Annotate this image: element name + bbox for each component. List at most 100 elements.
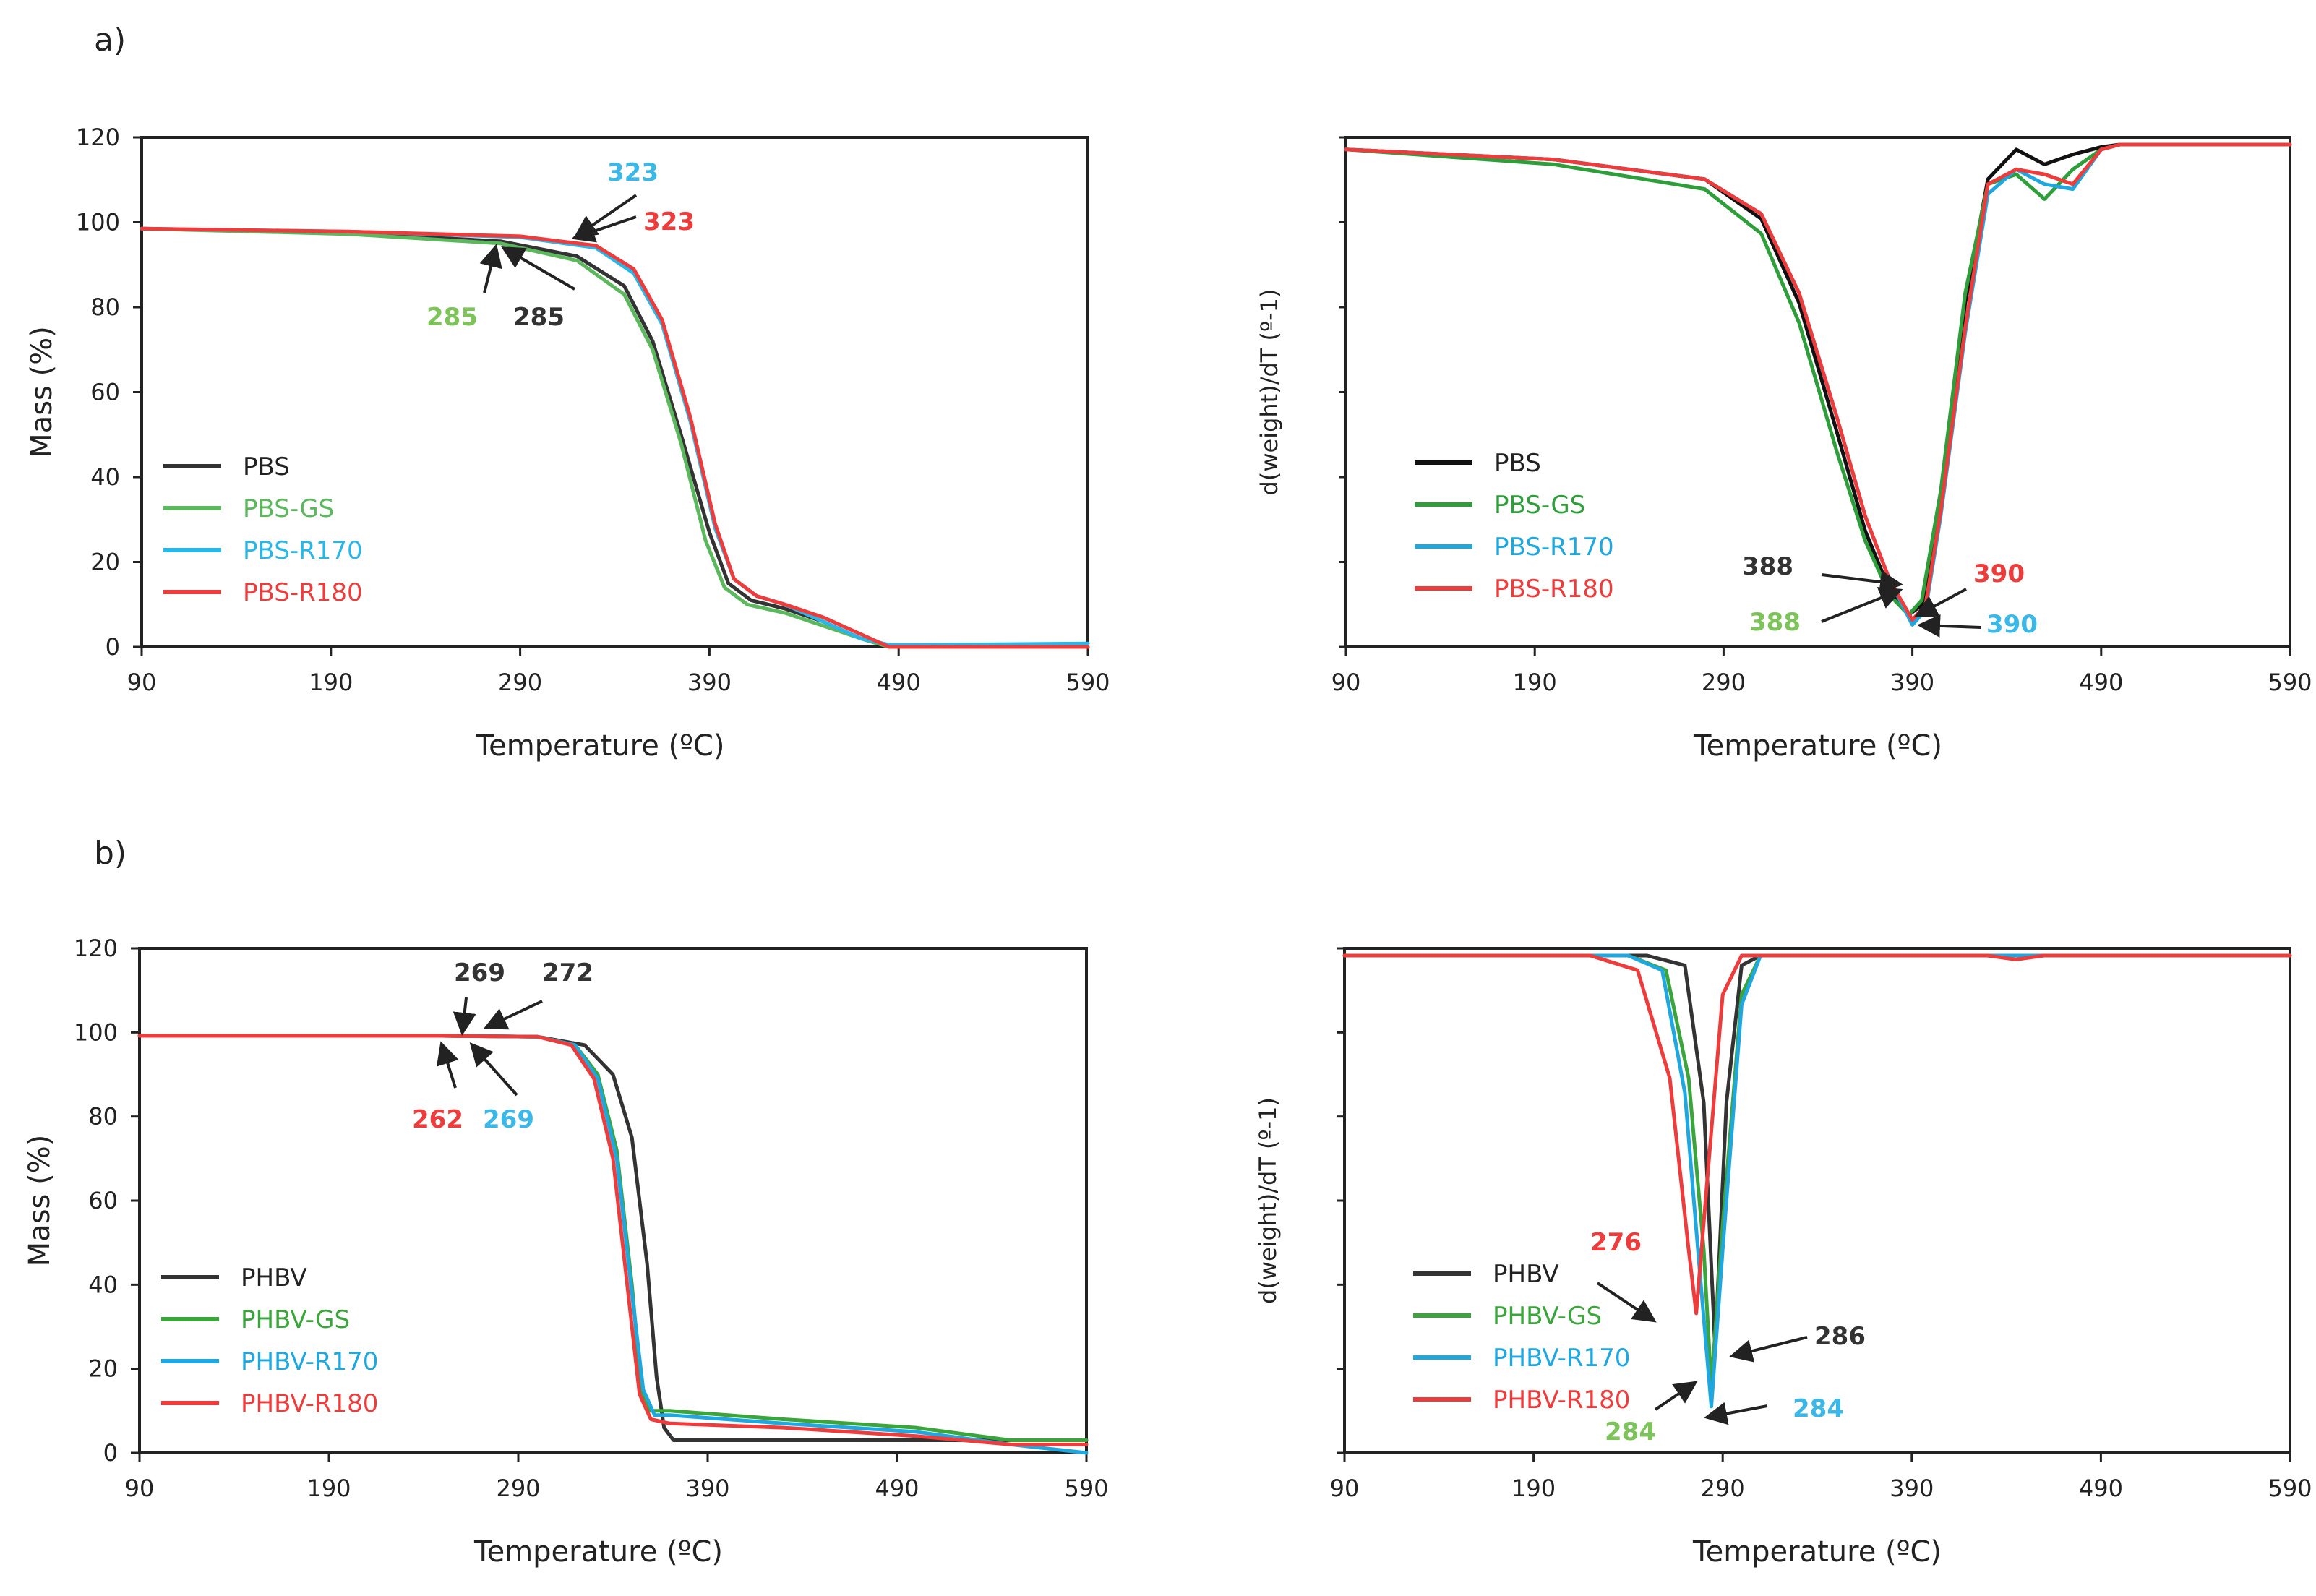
panel-label-a: a) xyxy=(94,22,126,59)
annotation-arrow xyxy=(436,1041,459,1089)
y-tick-label: 60 xyxy=(90,379,120,406)
annotation-label: 269 xyxy=(483,1105,534,1134)
y-tick-label: 40 xyxy=(90,463,120,491)
legend-entry: PHBV xyxy=(1493,1260,1559,1289)
annotation-arrow xyxy=(1654,1381,1698,1411)
x-axis-label: Temperature (ºC) xyxy=(475,729,724,763)
annotation-label: 276 xyxy=(1590,1228,1642,1257)
y-tick-label: 40 xyxy=(88,1271,118,1298)
x-tick-label: 390 xyxy=(685,1475,729,1502)
annotation-arrow xyxy=(1821,587,1903,623)
annotation-arrow xyxy=(479,244,502,293)
legend-entry: PBS xyxy=(1494,449,1541,478)
annotation-arrow xyxy=(1917,614,1981,638)
y-tick-label: 100 xyxy=(74,1018,118,1046)
y-tick-label: 80 xyxy=(88,1103,118,1130)
annotation-arrow xyxy=(1704,1402,1768,1425)
chart-dtg-pbs: 90 190 290 390 490 590 Temperature (ºC) d(weigh… xyxy=(1256,136,2312,763)
x-tick-label: 90 xyxy=(127,669,157,696)
legend-entry: PBS-R170 xyxy=(243,536,363,565)
annotation-arrow xyxy=(469,1042,518,1097)
legend-entry: PHBV-GS xyxy=(1493,1302,1602,1331)
legend-entry: PHBV-R170 xyxy=(241,1347,378,1376)
annotation-label: 269 xyxy=(454,958,505,987)
x-tick-label: 590 xyxy=(1065,669,1110,696)
annotation-arrow xyxy=(483,1000,543,1030)
annotation-label: 284 xyxy=(1793,1394,1844,1423)
legend-entry: PHBV xyxy=(241,1264,307,1292)
x-tick-label: 90 xyxy=(125,1475,155,1502)
annotation-label: 390 xyxy=(1973,559,2025,588)
chart-tga-pbs: 90 190 290 390 490 590 0 20 40 60 80 100 120 Temperat… xyxy=(25,124,1110,763)
x-tick-label: 390 xyxy=(687,669,732,696)
x-axis-label: Temperature (ºC) xyxy=(1693,729,1942,763)
x-tick-label: 490 xyxy=(2079,669,2123,696)
x-tick-label: 190 xyxy=(1511,1475,1556,1502)
annotation-label: 286 xyxy=(1814,1322,1866,1351)
legend-entry: PBS-R180 xyxy=(243,578,363,607)
annotation-label: 388 xyxy=(1742,552,1793,581)
x-tick-label: 390 xyxy=(1890,1475,1934,1502)
legend-entry: PBS xyxy=(243,452,290,481)
y-axis-label: Mass (%) xyxy=(25,326,59,458)
series-line-pbs xyxy=(1344,142,2292,617)
annotation-arrow xyxy=(501,246,576,291)
y-tick-label: 20 xyxy=(88,1355,118,1383)
legend-entry: PBS-GS xyxy=(243,494,334,523)
x-tick-label: 490 xyxy=(2079,1475,2123,1502)
annotation-arrow xyxy=(453,997,476,1036)
x-tick-label: 490 xyxy=(877,669,921,696)
x-axis-label: Temperature (ºC) xyxy=(1692,1535,1942,1569)
y-tick-label: 120 xyxy=(76,124,120,151)
x-tick-label: 290 xyxy=(496,1475,540,1502)
x-tick-label: 190 xyxy=(1513,669,1557,696)
legend-entry: PHBV-R180 xyxy=(241,1389,378,1418)
chart-dtg-phbv: 90 190 290 390 490 590 Temperature (ºC) d(weigh… xyxy=(1254,947,2312,1569)
y-tick-label: 80 xyxy=(90,293,120,321)
x-tick-label: 590 xyxy=(2268,669,2312,696)
annotation-label: 262 xyxy=(412,1105,463,1134)
x-tick-label: 190 xyxy=(306,1475,351,1502)
series-line-phbv-r180 xyxy=(1342,953,2292,1316)
y-tick-label: 20 xyxy=(90,549,120,576)
annotation-label: 272 xyxy=(542,958,593,987)
series-line-phbv-r170 xyxy=(1342,953,2292,1409)
y-axis-label: Mass (%) xyxy=(23,1135,56,1267)
annotation-arrow xyxy=(1729,1336,1808,1363)
annotation-label: 285 xyxy=(513,303,565,332)
plot-area xyxy=(138,947,1088,1454)
annotation-label: 284 xyxy=(1605,1417,1656,1446)
x-tick-label: 590 xyxy=(1064,1475,1108,1502)
y-tick-label: 120 xyxy=(74,935,118,962)
annotation-arrow xyxy=(1913,588,1967,617)
legend-entry: PHBV-R180 xyxy=(1493,1386,1630,1415)
annotation-arrow xyxy=(1596,1282,1657,1323)
annotation-arrow xyxy=(571,215,637,243)
annotation-label: 323 xyxy=(607,158,659,187)
x-tick-label: 290 xyxy=(1701,1475,1745,1502)
y-axis-label: d(weight)/dT (º-1) xyxy=(1254,1097,1282,1304)
y-tick-label: 0 xyxy=(106,633,120,661)
legend-entry: PHBV-GS xyxy=(241,1305,350,1334)
x-tick-label: 490 xyxy=(875,1475,919,1502)
series-line-phbv xyxy=(1342,953,2292,1350)
annotation-arrow xyxy=(1821,570,1903,593)
y-tick-label: 0 xyxy=(103,1439,118,1467)
series-line-pbs-gs xyxy=(1344,142,2292,617)
annotation-arrow xyxy=(573,194,638,239)
x-tick-label: 590 xyxy=(2268,1475,2312,1502)
legend-entry: PHBV-R170 xyxy=(1493,1344,1630,1373)
panel-label-b: b) xyxy=(94,835,126,872)
legend-entry: PBS-GS xyxy=(1494,491,1585,520)
chart-tga-phbv: 90 190 290 390 490 590 0 20 40 60 80 100 120 Temperat… xyxy=(23,935,1109,1569)
annotation-label: 285 xyxy=(426,303,478,332)
x-tick-label: 90 xyxy=(1330,1475,1360,1502)
series-line-phbv-gs xyxy=(137,1034,1089,1442)
series-line-phbv-r180 xyxy=(137,1034,1089,1446)
x-tick-label: 290 xyxy=(498,669,542,696)
plot-area xyxy=(1343,947,2291,1454)
legend-entry: PBS-R180 xyxy=(1494,575,1614,604)
y-tick-label: 100 xyxy=(76,209,120,236)
series-line-pbs-r180 xyxy=(140,226,1090,649)
